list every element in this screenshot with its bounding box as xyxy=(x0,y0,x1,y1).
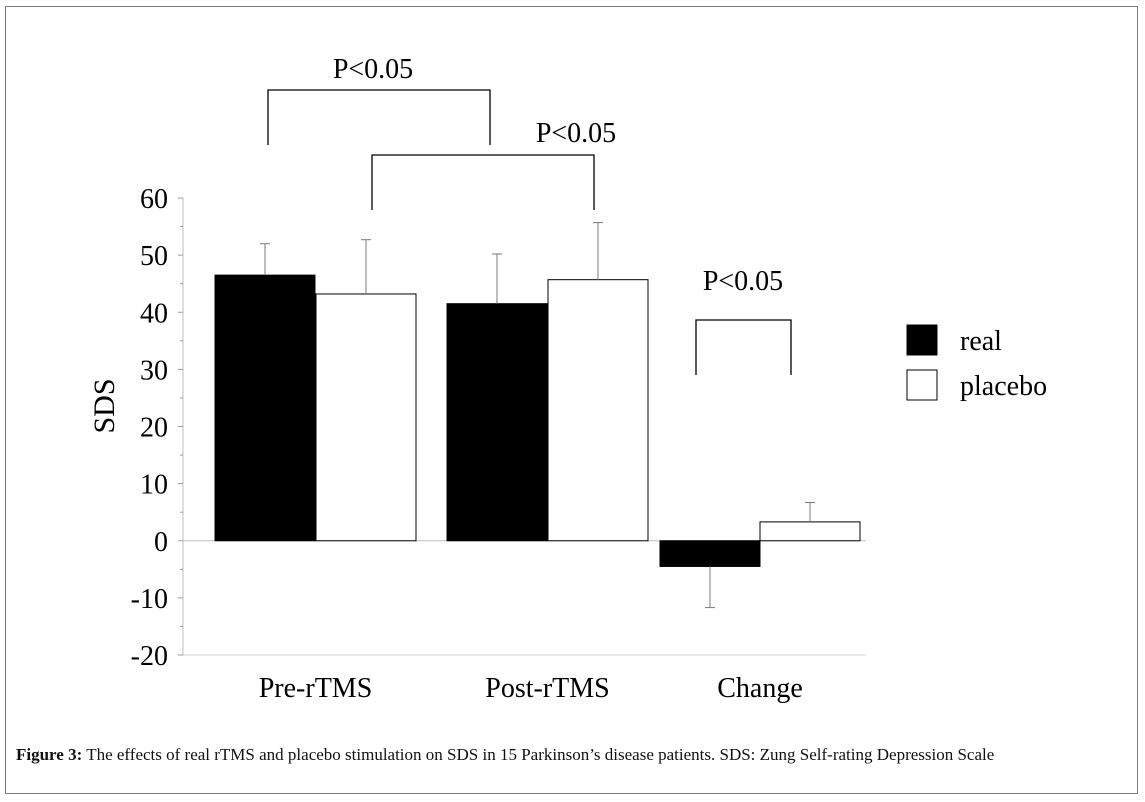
bar-placebo xyxy=(547,279,649,542)
y-tick-label: 0 xyxy=(154,527,168,558)
y-tick-label: 60 xyxy=(140,184,168,215)
x-category-label: Pre-rTMS xyxy=(259,673,373,704)
y-axis-title: SDS xyxy=(88,378,121,433)
bar-real xyxy=(659,540,761,567)
legend-label-placebo: placebo xyxy=(960,371,1047,402)
x-category-label: Post-rTMS xyxy=(485,673,609,704)
significance-bracket xyxy=(371,154,595,210)
caption-text: The effects of real rTMS and placebo sti… xyxy=(82,745,995,764)
y-tick-label: 10 xyxy=(140,470,168,501)
legend-swatch-placebo xyxy=(906,369,938,401)
y-tick-label: -20 xyxy=(131,641,168,672)
caption-label: Figure 3: xyxy=(16,745,83,764)
significance-bracket xyxy=(695,319,792,375)
bar-placebo xyxy=(759,521,861,542)
figure-caption: Figure 3: The effects of real rTMS and p… xyxy=(16,745,994,765)
y-tick-label: 50 xyxy=(140,241,168,272)
significance-label: P<0.05 xyxy=(703,266,783,297)
y-tick-label: 30 xyxy=(140,355,168,386)
y-tick-label: 40 xyxy=(140,298,168,329)
significance-label: P<0.05 xyxy=(536,118,616,149)
bar-real xyxy=(446,303,548,542)
y-tick-label: -10 xyxy=(131,584,168,615)
significance-bracket xyxy=(267,89,491,145)
figure-frame xyxy=(5,6,1138,794)
significance-label: P<0.05 xyxy=(333,54,413,85)
legend-swatch-real xyxy=(906,324,938,356)
y-tick-label: 20 xyxy=(140,413,168,444)
x-category-label: Change xyxy=(717,673,803,704)
bar-real xyxy=(214,274,316,542)
bar-placebo xyxy=(315,293,417,542)
legend-label-real: real xyxy=(960,326,1002,357)
